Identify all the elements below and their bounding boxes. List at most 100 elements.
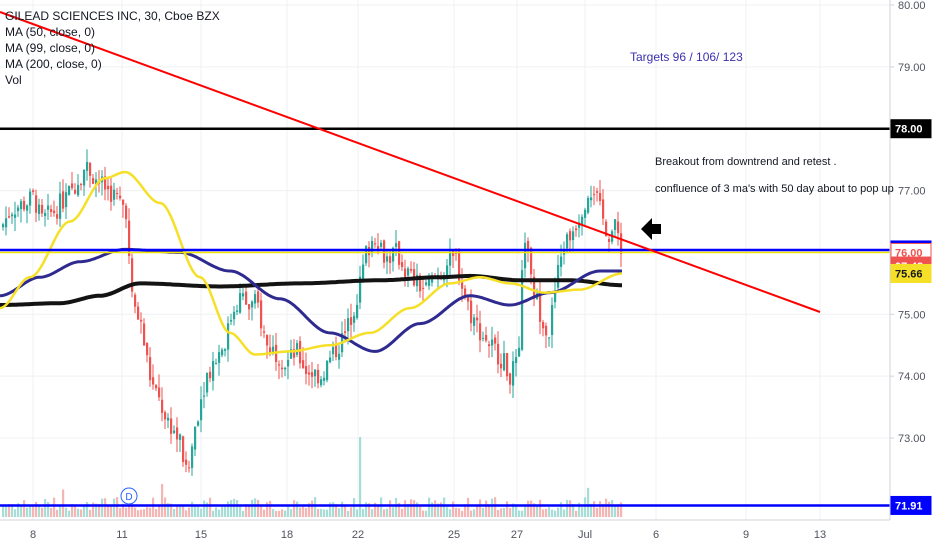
candle-body: [575, 228, 578, 231]
candle-body: [392, 247, 395, 262]
candle-body: [347, 318, 350, 332]
candle-body: [311, 372, 314, 377]
downtrend-line: [0, 11, 821, 313]
volume-bar: [254, 498, 257, 517]
candle-body: [560, 256, 563, 267]
price-label-text: 78.00: [895, 124, 923, 136]
legend-ma99[interactable]: MA (99, close, 0): [5, 41, 96, 55]
volume-bar: [353, 498, 356, 517]
volume-bar: [146, 507, 149, 517]
candle-body: [134, 294, 137, 307]
candle-body: [44, 212, 47, 217]
candle-body: [500, 363, 503, 369]
volume-bar: [521, 510, 524, 517]
candle-body: [596, 191, 599, 193]
candle-body: [167, 417, 170, 421]
candle-body: [512, 361, 515, 386]
volume-bar: [518, 510, 521, 517]
candle-body: [242, 293, 245, 297]
candle-body: [248, 304, 251, 310]
volume-bar: [320, 508, 323, 517]
candle-body: [209, 371, 212, 379]
volume-bar: [17, 503, 20, 517]
candle-body: [338, 353, 341, 360]
candle-body: [119, 195, 122, 199]
candle-body: [74, 189, 77, 194]
candle-body: [95, 179, 98, 185]
candle-body: [353, 315, 356, 323]
candle-body: [620, 233, 623, 254]
candle-body: [494, 337, 497, 344]
candle-body: [290, 349, 293, 359]
candle-body: [302, 360, 305, 369]
volume-bar: [284, 510, 287, 517]
legend-vol[interactable]: Vol: [5, 73, 22, 87]
volume-bar: [368, 503, 371, 517]
volume-bar: [32, 504, 35, 517]
volume-bar: [203, 500, 206, 517]
price-tick-label: 79.00: [898, 62, 926, 74]
price-label-box: [890, 119, 932, 139]
candle-body: [2, 224, 5, 228]
volume-bar: [560, 502, 563, 517]
breakout-annotation[interactable]: Breakout from downtrend and retest .: [655, 156, 837, 168]
volume-bar: [212, 510, 215, 517]
candle-body: [272, 346, 275, 354]
volume-bar: [107, 504, 110, 517]
volume-bars: [2, 437, 623, 517]
ma50-line: [0, 170, 623, 356]
candle-body: [140, 319, 143, 322]
candle-body: [569, 231, 572, 241]
volume-bar: [20, 504, 23, 517]
volume-bar: [50, 507, 53, 517]
candle-body: [203, 395, 206, 397]
candle-body: [260, 300, 263, 329]
volume-bar: [416, 502, 419, 517]
legend-symbol[interactable]: GILEAD SCIENCES INC, 30, Cboe BZX: [5, 9, 220, 23]
candles: [2, 149, 623, 476]
candle-body: [80, 183, 83, 185]
legend-ma200[interactable]: MA (200, close, 0): [5, 57, 102, 71]
candle-body: [527, 240, 530, 252]
candle-body: [182, 436, 185, 463]
candle-body: [491, 339, 494, 346]
dividend-label: D: [125, 492, 132, 503]
volume-bar: [542, 509, 545, 517]
candle-body: [320, 379, 323, 386]
volume-bar: [461, 510, 464, 517]
volume-bar: [302, 506, 305, 517]
candle-body: [53, 210, 56, 214]
volume-bar: [194, 504, 197, 517]
volume-bar: [551, 509, 554, 517]
candle-body: [506, 353, 509, 377]
volume-bar: [242, 510, 245, 517]
candle-body: [215, 363, 218, 365]
volume-bar: [356, 509, 359, 517]
volume-bar: [101, 498, 104, 517]
candle-body: [233, 311, 236, 320]
candle-body: [89, 162, 92, 176]
targets-annotation[interactable]: Targets 96 / 106/ 123: [630, 50, 743, 64]
volume-bar: [431, 502, 434, 517]
volume-bar: [533, 503, 536, 517]
volume-bar: [602, 503, 605, 517]
candle-body: [251, 301, 254, 308]
volume-bar: [62, 489, 65, 517]
legend-ma50[interactable]: MA (50, close, 0): [5, 25, 96, 39]
volume-bar: [56, 509, 59, 517]
candle-body: [206, 372, 209, 393]
candle-body: [542, 322, 545, 329]
confluence-annotation[interactable]: confluence of 3 ma's with 50 day about t…: [655, 183, 894, 195]
candle-body: [68, 185, 71, 195]
volume-bar: [392, 507, 395, 517]
volume-bar: [554, 510, 557, 517]
candle-body: [239, 293, 242, 313]
volume-bar: [485, 500, 488, 517]
volume-bar: [77, 508, 80, 517]
volume-bar: [116, 497, 119, 517]
volume-bar: [239, 504, 242, 517]
candle-body: [227, 323, 230, 350]
candle-body: [449, 251, 452, 266]
candle-body: [344, 331, 347, 333]
